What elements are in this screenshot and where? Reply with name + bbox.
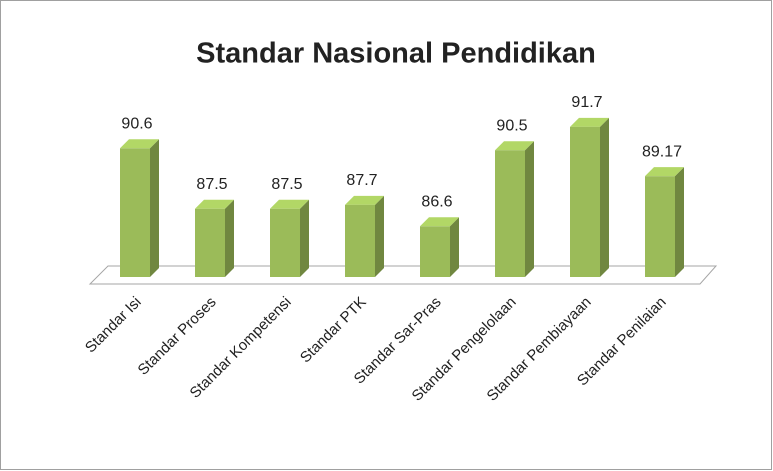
value-label: 90.6: [121, 116, 152, 133]
value-label: 86.6: [421, 194, 452, 211]
bar-top: [420, 217, 459, 227]
bar: [570, 126, 600, 277]
bar-side: [150, 139, 159, 277]
bar-top: [570, 117, 609, 127]
bar: [420, 226, 450, 277]
bar-top: [645, 167, 684, 177]
bar-side: [300, 199, 309, 277]
bar-top: [270, 199, 309, 209]
bar: [345, 204, 375, 277]
bar-side: [225, 199, 234, 277]
bar-side: [525, 141, 534, 277]
bar-top: [495, 141, 534, 151]
value-label: 87.5: [271, 176, 302, 193]
bar: [120, 148, 150, 277]
bar-top: [120, 139, 159, 149]
value-label: 87.5: [196, 176, 227, 193]
value-label: 87.7: [346, 172, 377, 189]
bar-top: [345, 195, 384, 205]
bar: [495, 150, 525, 277]
bar-side: [450, 217, 459, 277]
value-label: 90.5: [496, 117, 527, 134]
floor: [88, 265, 718, 285]
value-label: 89.17: [642, 143, 682, 160]
bar: [645, 176, 675, 277]
value-label: 91.7: [571, 94, 602, 111]
bar-side: [600, 117, 609, 277]
bar-side: [675, 167, 684, 277]
bar: [270, 208, 300, 277]
bar-top: [195, 199, 234, 209]
bar-side: [375, 195, 384, 277]
chart-title: Standar Nasional Pendidikan: [196, 38, 596, 70]
bar: [195, 208, 225, 277]
